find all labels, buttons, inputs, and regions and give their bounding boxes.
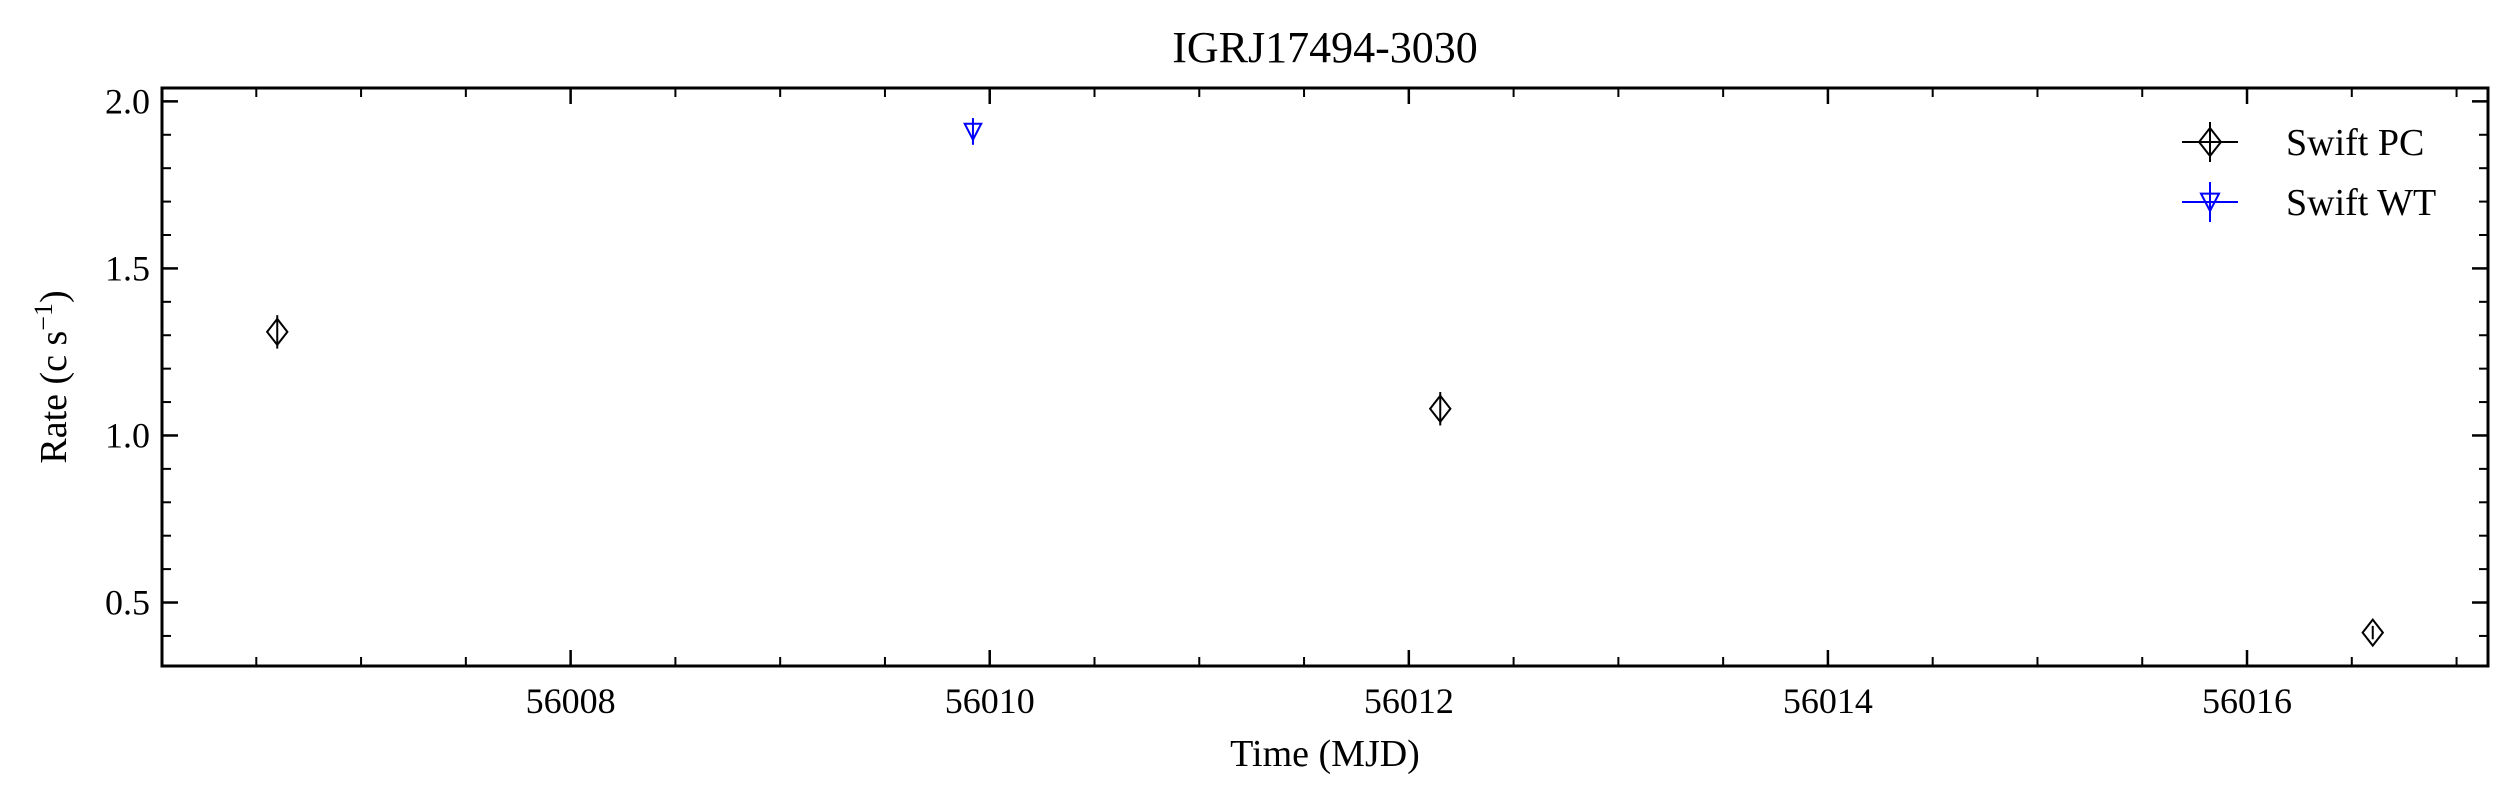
y-axis-label: Rate (c s−1) <box>29 290 75 463</box>
x-tick-label: 56016 <box>2202 681 2292 721</box>
y-tick-label: 1.0 <box>105 415 150 455</box>
data-point-swift-pc <box>265 315 289 349</box>
y-axis-label-main: Rate (c s <box>33 331 75 464</box>
data-point-swift-wt <box>963 118 983 145</box>
chart-title: IGRJ17494-3030 <box>1172 23 1478 72</box>
data-point-swift-pc <box>2361 617 2385 648</box>
legend-marker-swift-pc <box>2182 122 2238 162</box>
y-tick-label: 0.5 <box>105 583 150 623</box>
x-tick-label: 56014 <box>1783 681 1873 721</box>
y-axis-label-superscript: −1 <box>29 303 58 331</box>
plot-frame <box>160 86 2490 668</box>
x-axis-label: Time (MJD) <box>1230 733 1420 775</box>
legend-marker-swift-wt <box>2182 182 2238 222</box>
triangle-down-marker <box>963 122 983 142</box>
legend-label-swift-wt: Swift WT <box>2286 182 2436 224</box>
diamond-marker <box>2361 617 2385 648</box>
legend-diamond-marker <box>2197 126 2223 158</box>
y-tick-label: 2.0 <box>105 81 150 121</box>
data-point-swift-pc <box>1428 392 1452 426</box>
x-tick-label: 56008 <box>526 681 616 721</box>
x-tick-label: 56012 <box>1364 681 1454 721</box>
diamond-marker <box>265 317 289 347</box>
axis-ticks <box>162 88 2488 666</box>
legend: Swift PC Swift WT <box>2182 122 2436 224</box>
legend-label-swift-pc: Swift PC <box>2286 122 2424 164</box>
tick-labels: 56008 56010 56012 56014 56016 0.5 1.0 1.5 2.0 <box>105 81 2292 721</box>
data-points <box>265 118 2385 648</box>
x-tick-label: 56010 <box>945 681 1035 721</box>
y-tick-label: 1.5 <box>105 248 150 288</box>
diamond-marker <box>1428 394 1452 424</box>
legend-triangle-down-marker <box>2199 192 2221 214</box>
y-axis-label-close: ) <box>33 290 75 303</box>
